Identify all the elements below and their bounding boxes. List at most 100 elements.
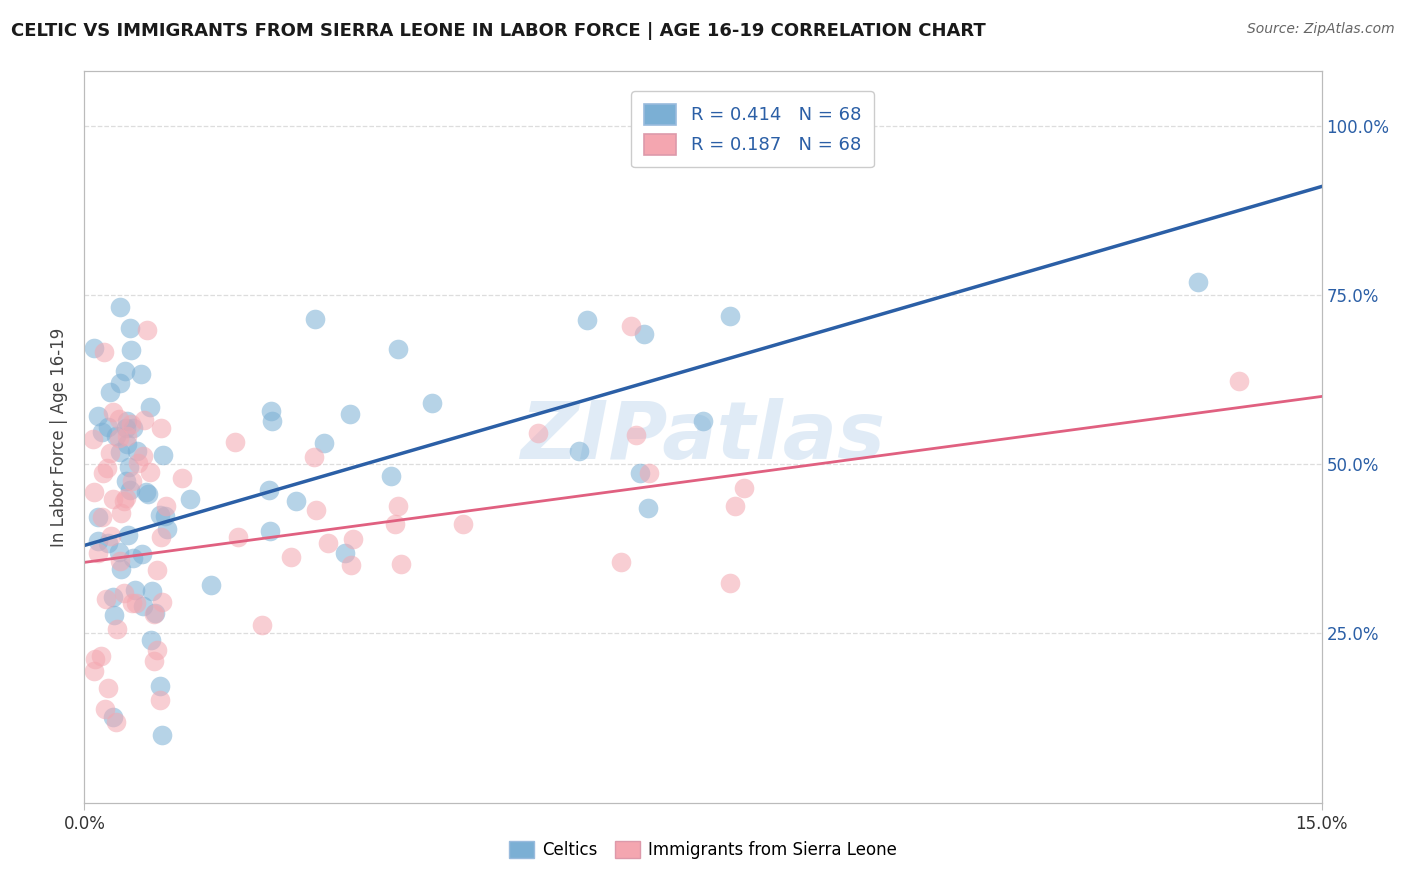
Point [150,530,173,544]
Point [305,502,328,516]
Point [103,607,125,622]
Point [104,428,127,442]
Point [143,607,166,621]
Point [97,681,120,695]
Y-axis label: In Labor Force | Age 16-19: In Labor Force | Age 16-19 [51,327,69,547]
Point [638,467,661,481]
Point [96,460,118,475]
Point [125,596,148,610]
Point [105,714,128,729]
Point [120,417,142,431]
Point [93,344,115,359]
Point [94,592,117,607]
Point [620,319,643,334]
Point [118,483,141,498]
Point [139,465,162,479]
Point [122,421,145,435]
Point [136,322,159,336]
Point [226,530,249,544]
Point [576,312,599,326]
Legend: Celtics, Immigrants from Sierra Leone: Celtics, Immigrants from Sierra Leone [502,834,904,866]
Point [91,425,114,439]
Point [110,376,132,390]
Point [718,576,741,591]
Point [112,494,135,508]
Point [112,586,135,600]
Point [91,466,114,480]
Point [117,436,139,450]
Text: Source: ZipAtlas.com: Source: ZipAtlas.com [1247,22,1395,37]
Point [115,474,138,488]
Point [121,596,143,610]
Point [609,556,631,570]
Point [156,522,179,536]
Point [527,426,550,441]
Point [628,467,651,481]
Point [312,435,335,450]
Point [387,499,409,513]
Point [250,618,273,632]
Point [152,594,174,608]
Point [143,655,166,669]
Point [285,493,308,508]
Point [143,606,166,620]
Point [260,404,283,418]
Point [117,528,139,542]
Point [141,584,163,599]
Point [384,517,406,532]
Point [101,492,124,507]
Point [131,368,153,382]
Point [342,533,364,547]
Point [87,510,110,524]
Point [114,364,136,378]
Point [101,709,124,723]
Point [259,524,281,538]
Point [316,535,339,549]
Point [90,648,112,663]
Point [718,309,741,323]
Point [118,320,141,334]
Point [108,445,131,459]
Point [100,529,122,543]
Point [98,446,121,460]
Point [257,483,280,498]
Point [131,449,153,463]
Point [420,396,443,410]
Point [262,413,284,427]
Point [624,428,647,442]
Point [97,536,120,550]
Point [118,460,141,475]
Point [87,409,110,424]
Legend: R = 0.414   N = 68, R = 0.187   N = 68: R = 0.414 N = 68, R = 0.187 N = 68 [631,91,873,168]
Point [200,577,222,591]
Point [110,562,132,576]
Text: CELTIC VS IMMIGRANTS FROM SIERRA LEONE IN LABOR FORCE | AGE 16-19 CORRELATION CH: CELTIC VS IMMIGRANTS FROM SIERRA LEONE I… [11,22,986,40]
Point [131,547,153,561]
Point [1187,275,1209,289]
Point [139,632,162,647]
Point [692,414,714,428]
Point [333,546,356,560]
Point [568,444,591,458]
Point [633,327,655,342]
Point [83,485,105,500]
Point [155,509,177,524]
Point [389,557,412,571]
Point [138,400,160,414]
Point [82,432,104,446]
Point [387,342,409,356]
Point [121,343,143,357]
Point [86,534,108,549]
Point [97,419,120,434]
Point [121,551,143,566]
Point [105,622,128,636]
Point [304,312,326,326]
Point [724,499,747,513]
Point [179,491,201,506]
Point [146,643,169,657]
Point [637,501,659,516]
Point [115,428,138,442]
Point [93,702,115,716]
Point [136,486,159,500]
Point [115,491,138,506]
